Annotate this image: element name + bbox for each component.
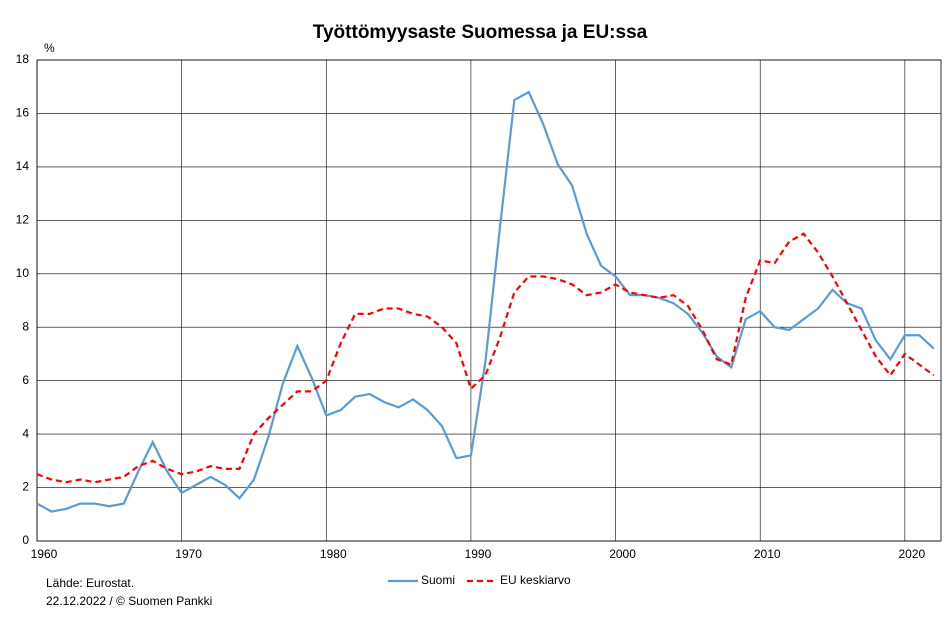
x-tick-label: 2000 (609, 547, 636, 561)
x-tick-label: 1990 (465, 547, 492, 561)
y-tick-label: 2 (22, 480, 29, 494)
legend-label: Suomi (421, 573, 455, 587)
x-tick-label: 2020 (898, 547, 925, 561)
y-tick-label: 8 (22, 319, 29, 333)
y-tick-label: 0 (22, 533, 29, 547)
line-series (36, 90, 935, 513)
plot-frame (36, 59, 942, 542)
x-tick-label: 1960 (31, 547, 58, 561)
y-tick-label: 6 (22, 373, 29, 387)
x-tick-label: 1970 (175, 547, 202, 561)
y-tick-label: 4 (22, 426, 29, 440)
y-axis-label: % (44, 41, 55, 55)
source: Lähde: Eurostat. (46, 576, 134, 590)
footer: 22.12.2022 / © Suomen Pankki (46, 594, 212, 608)
x-tick-label: 1980 (320, 547, 347, 561)
y-tick-label: 18 (16, 52, 30, 66)
chart-title: Työttömyysaste Suomessa ja EU:ssa (313, 22, 648, 43)
y-tick-label: 10 (16, 266, 30, 280)
y-tick-label: 12 (16, 213, 30, 227)
legend-label: EU keskiarvo (500, 573, 571, 587)
y-tick-label: 14 (16, 159, 30, 173)
y-tick-label: 16 (16, 106, 30, 120)
x-tick-label: 2010 (754, 547, 781, 561)
